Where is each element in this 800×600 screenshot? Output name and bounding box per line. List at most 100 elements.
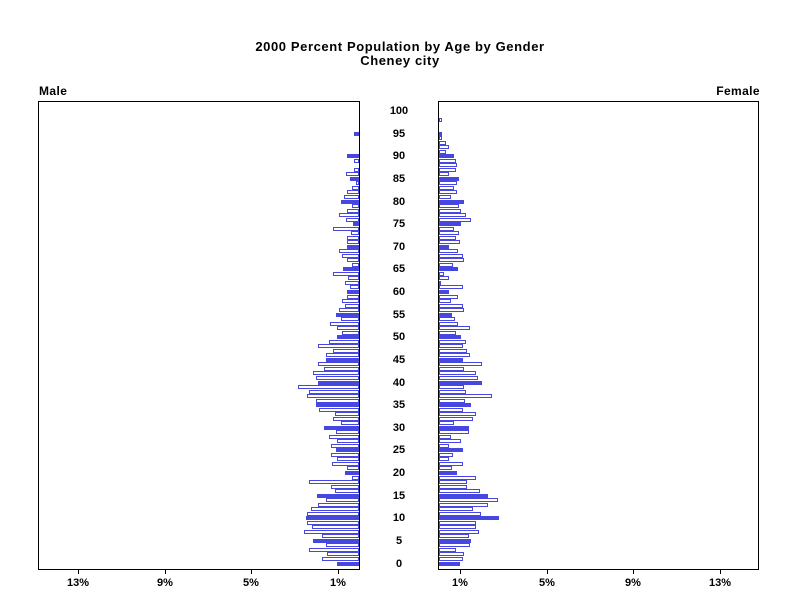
bar-female-age-86 bbox=[439, 172, 449, 177]
bar-female-age-82 bbox=[439, 190, 457, 195]
bar-female-age-33 bbox=[439, 412, 476, 417]
age-tick-label-25: 25 bbox=[392, 444, 406, 457]
bar-male-age-9 bbox=[307, 520, 359, 525]
bar-female-age-40 bbox=[439, 380, 482, 385]
percent-tick-left-1 bbox=[338, 570, 339, 574]
age-tick-label-5: 5 bbox=[395, 534, 403, 547]
percent-tick-left-9 bbox=[165, 570, 166, 574]
bar-female-age-49 bbox=[439, 339, 466, 344]
bar-female-age-44 bbox=[439, 362, 482, 367]
bar-female-age-19 bbox=[439, 475, 476, 480]
bar-male-age-34 bbox=[319, 407, 359, 412]
bar-male-age-5 bbox=[313, 538, 359, 543]
bar-male-age-36 bbox=[316, 398, 359, 403]
percent-tick-label-left-1: 1% bbox=[330, 577, 346, 589]
bar-male-age-8 bbox=[312, 525, 359, 530]
bar-female-age-87 bbox=[439, 167, 456, 172]
percent-tick-right-1 bbox=[460, 570, 461, 574]
male-chart-panel bbox=[38, 101, 360, 570]
age-tick-label-70: 70 bbox=[392, 240, 406, 253]
bar-male-age-15 bbox=[317, 493, 359, 498]
bar-female-age-32 bbox=[439, 416, 473, 421]
bar-female-age-73 bbox=[439, 231, 459, 236]
bar-male-age-23 bbox=[337, 457, 359, 462]
bar-male-age-24 bbox=[331, 452, 359, 457]
bar-female-age-48 bbox=[439, 344, 463, 349]
bar-male-age-2 bbox=[327, 552, 359, 557]
bar-female-age-34 bbox=[439, 407, 463, 412]
bar-female-age-17 bbox=[439, 484, 467, 489]
bar-female-age-10 bbox=[439, 516, 499, 521]
age-tick-label-50: 50 bbox=[392, 331, 406, 344]
bar-female-age-47 bbox=[439, 348, 467, 353]
bar-female-age-29 bbox=[439, 430, 469, 435]
chart-subtitle: Cheney city bbox=[360, 53, 440, 68]
bar-male-age-46 bbox=[326, 353, 359, 358]
bar-female-age-92 bbox=[439, 145, 449, 150]
bar-female-age-46 bbox=[439, 353, 470, 358]
bar-male-age-30 bbox=[324, 425, 359, 430]
bar-male-age-14 bbox=[326, 498, 359, 503]
bar-female-age-43 bbox=[439, 366, 464, 371]
bar-female-age-63 bbox=[439, 276, 449, 281]
bar-female-age-69 bbox=[439, 249, 458, 254]
bar-male-age-68 bbox=[342, 253, 359, 258]
bar-male-age-18 bbox=[309, 480, 359, 485]
bar-female-age-65 bbox=[439, 267, 458, 272]
bar-female-age-85 bbox=[439, 176, 459, 181]
bar-male-age-78 bbox=[347, 208, 359, 213]
bar-female-age-30 bbox=[439, 425, 469, 430]
age-tick-label-100: 100 bbox=[389, 105, 409, 117]
bar-male-age-52 bbox=[337, 326, 359, 331]
bar-male-age-17 bbox=[331, 484, 359, 489]
bar-female-age-68 bbox=[439, 253, 463, 258]
bar-female-age-54 bbox=[439, 317, 455, 322]
percent-tick-left-13 bbox=[78, 570, 79, 574]
percent-tick-label-right-13: 13% bbox=[708, 577, 732, 589]
bar-male-age-51 bbox=[342, 330, 359, 335]
bar-male-age-47 bbox=[333, 348, 359, 353]
bar-male-age-87 bbox=[354, 167, 359, 172]
bar-female-age-91 bbox=[439, 149, 446, 154]
bar-female-age-21 bbox=[439, 466, 452, 471]
bar-male-age-76 bbox=[346, 217, 359, 222]
bar-female-age-8 bbox=[439, 525, 476, 530]
age-tick-label-95: 95 bbox=[392, 127, 406, 140]
age-tick-label-65: 65 bbox=[392, 263, 406, 276]
bar-male-age-55 bbox=[336, 312, 359, 317]
bar-female-age-67 bbox=[439, 258, 464, 263]
bar-female-age-79 bbox=[439, 204, 459, 209]
bar-female-age-9 bbox=[439, 520, 476, 525]
percent-tick-label-left-13: 13% bbox=[66, 577, 90, 589]
bar-male-age-79 bbox=[352, 204, 359, 209]
bar-female-age-7 bbox=[439, 529, 479, 534]
bar-male-age-38 bbox=[309, 389, 359, 394]
bar-female-age-51 bbox=[439, 330, 456, 335]
bar-female-age-77 bbox=[439, 213, 466, 218]
bar-female-age-12 bbox=[439, 507, 473, 512]
bar-male-age-21 bbox=[347, 466, 359, 471]
bar-male-age-43 bbox=[324, 366, 359, 371]
bar-female-age-53 bbox=[439, 321, 458, 326]
bar-female-age-62 bbox=[439, 280, 441, 285]
female-chart-panel bbox=[438, 101, 759, 570]
bar-female-age-74 bbox=[439, 226, 454, 231]
bar-male-age-0 bbox=[337, 561, 359, 566]
bar-male-age-71 bbox=[347, 240, 359, 245]
percent-tick-right-13 bbox=[720, 570, 721, 574]
bar-male-age-83 bbox=[352, 185, 359, 190]
bar-female-age-83 bbox=[439, 185, 454, 190]
bar-female-age-60 bbox=[439, 290, 449, 294]
bar-male-age-6 bbox=[322, 534, 359, 539]
bar-male-age-20 bbox=[345, 471, 359, 475]
bar-male-age-4 bbox=[326, 543, 359, 548]
age-tick-label-90: 90 bbox=[392, 150, 406, 163]
bar-female-age-14 bbox=[439, 498, 498, 503]
bar-female-age-52 bbox=[439, 326, 470, 331]
male-axis-label: Male bbox=[39, 84, 68, 98]
bar-male-age-95 bbox=[354, 131, 359, 136]
bar-female-age-23 bbox=[439, 457, 449, 462]
bar-female-age-88 bbox=[439, 163, 457, 168]
bar-male-age-60 bbox=[347, 290, 359, 294]
bar-female-age-98 bbox=[439, 118, 442, 123]
